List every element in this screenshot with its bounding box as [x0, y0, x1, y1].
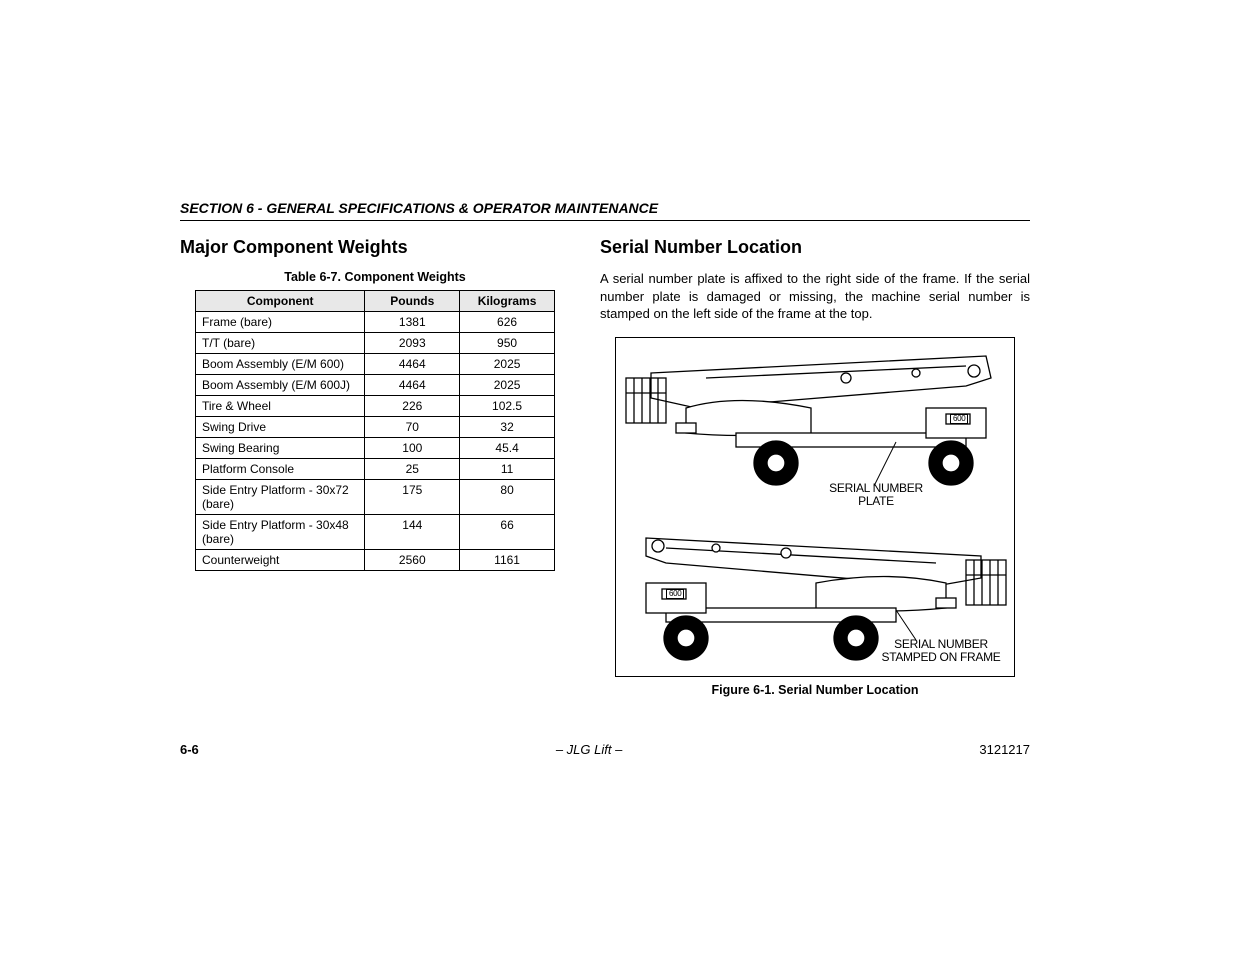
- label-text: SERIAL NUMBER: [829, 481, 923, 495]
- col-pounds: Pounds: [365, 291, 460, 312]
- cell-component: T/T (bare): [196, 333, 365, 354]
- cell-component: Boom Assembly (E/M 600): [196, 354, 365, 375]
- cell-pounds: 2093: [365, 333, 460, 354]
- table-row: Swing Bearing10045.4: [196, 438, 555, 459]
- cell-component: Boom Assembly (E/M 600J): [196, 375, 365, 396]
- cell-pounds: 4464: [365, 375, 460, 396]
- table-row: Swing Drive7032: [196, 417, 555, 438]
- cell-component: Swing Bearing: [196, 438, 365, 459]
- table-row: Tire & Wheel226102.5: [196, 396, 555, 417]
- serial-number-body: A serial number plate is affixed to the …: [600, 270, 1030, 323]
- table-row: Platform Console2511: [196, 459, 555, 480]
- cell-kilograms: 2025: [460, 354, 555, 375]
- figure-caption: Figure 6-1. Serial Number Location: [600, 683, 1030, 697]
- cell-component: Side Entry Platform - 30x48 (bare): [196, 515, 365, 550]
- table-caption: Table 6-7. Component Weights: [180, 270, 570, 284]
- cell-pounds: 2560: [365, 550, 460, 571]
- table-row: Side Entry Platform - 30x72 (bare)17580: [196, 480, 555, 515]
- cell-kilograms: 80: [460, 480, 555, 515]
- cell-kilograms: 45.4: [460, 438, 555, 459]
- badge-600: 600: [666, 589, 684, 600]
- label-serial-stamped: SERIAL NUMBER STAMPED ON FRAME: [876, 638, 1006, 664]
- section-header: SECTION 6 - GENERAL SPECIFICATIONS & OPE…: [180, 200, 1030, 221]
- cell-kilograms: 626: [460, 312, 555, 333]
- right-column: Serial Number Location A serial number p…: [600, 237, 1030, 697]
- table-row: Side Entry Platform - 30x48 (bare)14466: [196, 515, 555, 550]
- cell-component: Frame (bare): [196, 312, 365, 333]
- footer-center: – JLG Lift –: [556, 742, 622, 757]
- cell-kilograms: 32: [460, 417, 555, 438]
- cell-kilograms: 1161: [460, 550, 555, 571]
- table-row: Boom Assembly (E/M 600J)44642025: [196, 375, 555, 396]
- cell-kilograms: 950: [460, 333, 555, 354]
- left-heading: Major Component Weights: [180, 237, 570, 258]
- table-row: T/T (bare)2093950: [196, 333, 555, 354]
- footer-page-number: 6-6: [180, 742, 199, 757]
- label-text: STAMPED ON FRAME: [882, 650, 1001, 664]
- cell-pounds: 100: [365, 438, 460, 459]
- label-serial-plate: SERIAL NUMBER PLATE: [816, 482, 936, 508]
- cell-pounds: 70: [365, 417, 460, 438]
- badge-600: 600: [950, 414, 968, 425]
- cell-pounds: 175: [365, 480, 460, 515]
- col-kilograms: Kilograms: [460, 291, 555, 312]
- cell-component: Swing Drive: [196, 417, 365, 438]
- left-column: Major Component Weights Table 6-7. Compo…: [180, 237, 570, 697]
- footer-doc-number: 3121217: [979, 742, 1030, 757]
- table-row: Boom Assembly (E/M 600)44642025: [196, 354, 555, 375]
- cell-pounds: 1381: [365, 312, 460, 333]
- label-text: SERIAL NUMBER: [894, 637, 988, 651]
- col-component: Component: [196, 291, 365, 312]
- cell-kilograms: 11: [460, 459, 555, 480]
- cell-kilograms: 2025: [460, 375, 555, 396]
- cell-pounds: 4464: [365, 354, 460, 375]
- page-content: SECTION 6 - GENERAL SPECIFICATIONS & OPE…: [180, 200, 1030, 697]
- cell-component: Tire & Wheel: [196, 396, 365, 417]
- two-column-layout: Major Component Weights Table 6-7. Compo…: [180, 237, 1030, 697]
- cell-kilograms: 66: [460, 515, 555, 550]
- cell-component: Platform Console: [196, 459, 365, 480]
- label-text: PLATE: [858, 494, 894, 508]
- cell-component: Counterweight: [196, 550, 365, 571]
- cell-pounds: 144: [365, 515, 460, 550]
- cell-kilograms: 102.5: [460, 396, 555, 417]
- right-heading: Serial Number Location: [600, 237, 1030, 258]
- cell-pounds: 25: [365, 459, 460, 480]
- table-row: Counterweight25601161: [196, 550, 555, 571]
- cell-component: Side Entry Platform - 30x72 (bare): [196, 480, 365, 515]
- page-footer: 6-6 – JLG Lift – 3121217: [180, 742, 1030, 757]
- table-header-row: Component Pounds Kilograms: [196, 291, 555, 312]
- table-row: Frame (bare)1381626: [196, 312, 555, 333]
- serial-number-figure: SERIAL NUMBER PLATE SERIAL NUMBER STAMPE…: [615, 337, 1015, 677]
- cell-pounds: 226: [365, 396, 460, 417]
- component-weights-table: Component Pounds Kilograms Frame (bare)1…: [195, 290, 555, 571]
